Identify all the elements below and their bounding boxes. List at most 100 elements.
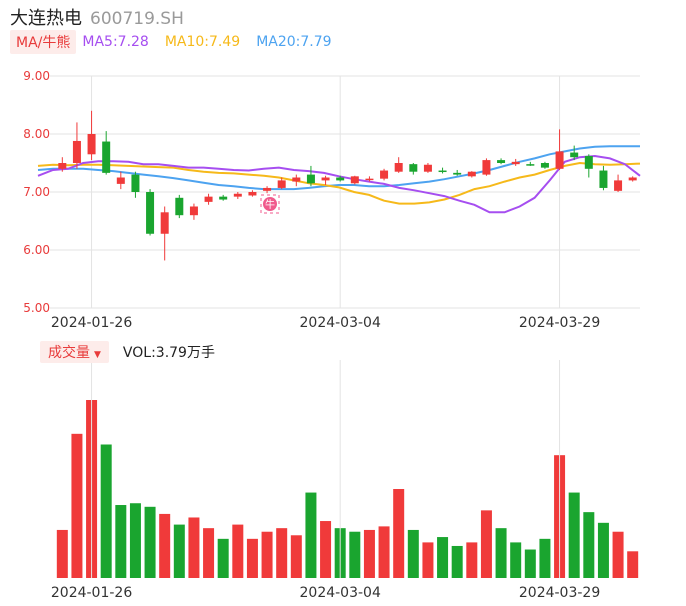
candle-body bbox=[233, 193, 242, 197]
ma20-line bbox=[37, 145, 640, 191]
volume-bar bbox=[539, 538, 551, 578]
y-tick-label: 7.00 bbox=[23, 185, 50, 199]
volume-legend: 成交量 ▼ VOL:3.79万手 bbox=[40, 341, 215, 363]
volume-bar bbox=[612, 531, 624, 578]
volume-bar bbox=[290, 535, 302, 578]
svg-text:牛: 牛 bbox=[265, 198, 275, 211]
candle-body bbox=[394, 163, 403, 172]
candle-body bbox=[482, 160, 491, 175]
candle-body bbox=[497, 160, 506, 163]
candle-body bbox=[263, 187, 272, 191]
candle-body bbox=[219, 196, 228, 200]
volume-bar bbox=[159, 513, 171, 578]
y-tick-label: 6.00 bbox=[23, 243, 50, 257]
candle-body bbox=[116, 177, 125, 184]
ma20-legend: MA20:7.79 bbox=[256, 34, 332, 50]
candle-body bbox=[555, 151, 564, 169]
volume-bar bbox=[393, 489, 405, 578]
volume-bar bbox=[188, 517, 200, 578]
candle-body bbox=[453, 172, 462, 175]
stock-name: 大连热电 bbox=[10, 8, 82, 29]
ma-legend: MA/牛熊 MA5:7.28 MA10:7.49 MA20:7.79 bbox=[10, 30, 348, 54]
volume-bar bbox=[144, 506, 156, 578]
volume-bar bbox=[597, 522, 609, 578]
candle-body bbox=[72, 140, 81, 163]
y-tick-label: 8.00 bbox=[23, 127, 50, 141]
candle-body bbox=[131, 174, 140, 192]
candle-body bbox=[438, 170, 447, 173]
volume-bar bbox=[305, 492, 317, 578]
ma10-legend: MA10:7.49 bbox=[164, 34, 241, 50]
candle-body bbox=[423, 164, 432, 172]
price-axis: 5.00 6.00 7.00 8.00 9.00 bbox=[23, 69, 50, 315]
volume-bar bbox=[568, 492, 580, 578]
volume-bar bbox=[524, 549, 536, 578]
candle-body bbox=[87, 134, 96, 155]
candle-body bbox=[102, 141, 111, 173]
y-tick-label: 9.00 bbox=[23, 69, 50, 83]
x-tick-label: 2024-03-29 bbox=[519, 315, 600, 331]
volume-bar bbox=[115, 505, 127, 578]
volume-bar bbox=[246, 538, 258, 578]
volume-bar bbox=[71, 433, 83, 578]
volume-series bbox=[56, 400, 639, 578]
volume-tag-label: 成交量 bbox=[48, 345, 90, 361]
y-tick-label: 5.00 bbox=[23, 301, 50, 315]
volume-bar bbox=[129, 503, 141, 578]
ma-indicator-toggle[interactable]: MA/牛熊 bbox=[10, 30, 77, 54]
volume-bar bbox=[437, 537, 449, 578]
volume-bar bbox=[100, 444, 112, 578]
candle-body bbox=[526, 164, 535, 166]
candle-body bbox=[350, 176, 359, 184]
candle-body bbox=[584, 156, 593, 169]
x-tick-label: 2024-03-29 bbox=[519, 585, 600, 601]
volume-bar bbox=[627, 551, 639, 578]
volume-bar bbox=[349, 531, 361, 578]
ma5-line bbox=[37, 154, 641, 214]
candle-body bbox=[160, 212, 169, 234]
candle-body bbox=[58, 163, 67, 169]
volume-bar bbox=[232, 524, 244, 578]
candle-body bbox=[599, 170, 608, 188]
candle-body bbox=[336, 177, 345, 181]
x-tick-label: 2024-03-04 bbox=[300, 315, 381, 331]
candle-body bbox=[540, 163, 549, 168]
volume-bar bbox=[173, 524, 185, 578]
volume-bar bbox=[320, 521, 332, 578]
volume-value: VOL:3.79万手 bbox=[122, 345, 215, 361]
volume-bar bbox=[422, 542, 434, 578]
volume-bar bbox=[378, 526, 390, 578]
volume-bar bbox=[217, 538, 229, 578]
bull-bear-marker-icon[interactable]: 牛 bbox=[260, 194, 280, 214]
x-tick-label: 2024-01-26 bbox=[51, 585, 132, 601]
dropdown-arrow-icon: ▼ bbox=[94, 350, 101, 360]
candle-body bbox=[614, 180, 623, 191]
x-tick-label: 2024-03-04 bbox=[300, 585, 381, 601]
candle-body bbox=[248, 192, 257, 196]
candle-body bbox=[409, 164, 418, 172]
candle-body bbox=[277, 180, 286, 188]
candle-body bbox=[175, 197, 184, 216]
volume-bar bbox=[407, 529, 419, 578]
volume-bar bbox=[261, 531, 273, 578]
volume-bar bbox=[510, 542, 522, 578]
candle-body bbox=[146, 192, 155, 234]
volume-bar bbox=[363, 529, 375, 578]
candle-body bbox=[628, 177, 637, 181]
ma5-legend: MA5:7.28 bbox=[82, 34, 149, 50]
volume-bar bbox=[276, 528, 288, 578]
candle-body bbox=[189, 206, 198, 216]
volume-bar bbox=[480, 510, 492, 578]
price-date-axis: 2024-01-26 2024-03-04 2024-03-29 bbox=[51, 315, 600, 331]
candle-body bbox=[204, 196, 213, 202]
volume-bar bbox=[583, 512, 595, 578]
volume-bar bbox=[495, 528, 507, 578]
candle-body bbox=[321, 177, 330, 181]
volume-indicator-toggle[interactable]: 成交量 ▼ bbox=[40, 341, 109, 363]
ma-lines bbox=[37, 145, 641, 214]
candle-body bbox=[380, 170, 389, 179]
candlestick-series bbox=[58, 110, 637, 261]
candle-body bbox=[467, 171, 476, 177]
candle-body bbox=[306, 174, 315, 184]
